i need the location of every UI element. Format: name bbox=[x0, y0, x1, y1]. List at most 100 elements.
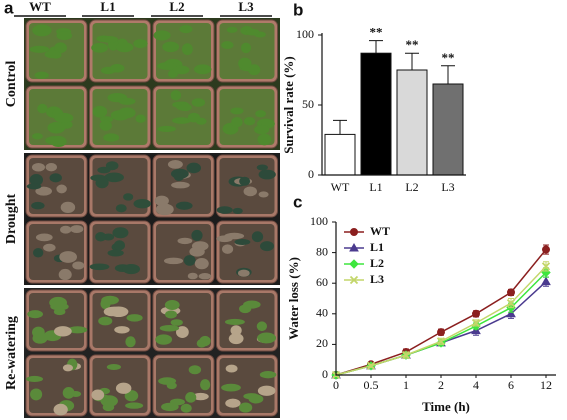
tick-label: 80 bbox=[316, 244, 328, 258]
legend-label: L3 bbox=[370, 272, 384, 286]
marker bbox=[542, 245, 550, 254]
x-tick-label: 0 bbox=[333, 378, 339, 392]
significance-label: ** bbox=[406, 37, 419, 52]
leaf bbox=[239, 176, 251, 186]
leaf bbox=[47, 121, 66, 134]
legend-label: L2 bbox=[370, 256, 384, 270]
tick-label: 0 bbox=[308, 167, 314, 181]
leaf bbox=[115, 204, 127, 213]
leaf bbox=[198, 273, 212, 280]
leaf bbox=[56, 184, 67, 194]
leaf bbox=[192, 392, 209, 401]
legend-label: WT bbox=[370, 224, 390, 238]
leaf bbox=[115, 382, 132, 394]
leaf bbox=[31, 201, 45, 210]
legend-label: L1 bbox=[370, 240, 384, 254]
leaf bbox=[216, 206, 233, 214]
bar bbox=[324, 133, 356, 176]
leaf bbox=[259, 371, 277, 379]
leaf bbox=[181, 43, 193, 56]
leaf bbox=[54, 42, 67, 54]
significance-label: ** bbox=[370, 25, 383, 40]
marker bbox=[541, 262, 551, 271]
leaf bbox=[154, 195, 169, 206]
leaf bbox=[49, 296, 68, 309]
leaf bbox=[155, 203, 174, 216]
leaf bbox=[240, 42, 252, 54]
leaf bbox=[257, 133, 272, 146]
panel-label: a bbox=[4, 0, 14, 17]
leaf bbox=[62, 386, 75, 399]
leaf bbox=[243, 186, 258, 197]
row-label: Re-watering bbox=[4, 316, 19, 390]
leaf bbox=[32, 24, 52, 37]
leaf bbox=[185, 392, 197, 403]
leaf bbox=[27, 310, 44, 319]
leaf bbox=[50, 136, 67, 148]
marker bbox=[437, 328, 445, 337]
leaf bbox=[222, 244, 234, 254]
leaf bbox=[159, 324, 180, 332]
leaf bbox=[251, 231, 264, 243]
leaf bbox=[99, 120, 112, 131]
leaf bbox=[221, 41, 234, 49]
leaf bbox=[243, 117, 256, 126]
leaf bbox=[179, 25, 193, 34]
leaf bbox=[95, 177, 109, 189]
leaf bbox=[259, 241, 275, 252]
leaf bbox=[258, 169, 276, 180]
error-bar bbox=[333, 119, 347, 135]
leaf bbox=[114, 326, 130, 334]
leaf bbox=[256, 321, 268, 332]
leaf bbox=[232, 207, 243, 215]
leaf bbox=[225, 364, 238, 373]
leaf bbox=[91, 389, 105, 401]
leaf bbox=[186, 162, 202, 174]
leaf bbox=[162, 41, 180, 53]
leaf bbox=[34, 71, 49, 80]
marker bbox=[436, 337, 446, 346]
leaf bbox=[175, 201, 193, 210]
x-tick-label: 6 bbox=[508, 378, 514, 392]
leaf bbox=[102, 403, 115, 412]
marker bbox=[472, 309, 480, 318]
leaf bbox=[238, 57, 252, 70]
marker bbox=[541, 276, 551, 286]
leaf bbox=[107, 249, 124, 257]
soil bbox=[29, 358, 84, 413]
leaf bbox=[37, 103, 48, 114]
leaf bbox=[115, 42, 134, 53]
leaf bbox=[89, 263, 110, 271]
leaf bbox=[257, 332, 277, 344]
column-label: L3 bbox=[238, 0, 254, 14]
leaf bbox=[191, 98, 206, 107]
leaf bbox=[188, 365, 202, 375]
leaf bbox=[92, 105, 108, 118]
leaf bbox=[32, 133, 43, 140]
leaf bbox=[176, 326, 189, 339]
leaf bbox=[97, 166, 111, 174]
leaf bbox=[196, 339, 207, 348]
leaf bbox=[170, 90, 182, 101]
leaf bbox=[224, 232, 245, 240]
leaf bbox=[30, 388, 43, 401]
leaf bbox=[29, 173, 44, 186]
panel-label: c bbox=[293, 192, 302, 211]
leaf bbox=[118, 97, 136, 105]
marker bbox=[401, 350, 411, 360]
leaf bbox=[237, 269, 250, 277]
soil bbox=[29, 158, 84, 214]
leaf bbox=[230, 107, 244, 115]
leaf bbox=[106, 306, 123, 314]
leaf bbox=[106, 363, 121, 371]
leaf bbox=[67, 326, 88, 334]
leaf bbox=[133, 39, 148, 49]
leaf bbox=[243, 300, 261, 309]
leaf bbox=[100, 35, 119, 43]
leaf bbox=[255, 110, 267, 118]
leaf bbox=[49, 173, 62, 183]
leaf bbox=[254, 125, 270, 135]
leaf bbox=[35, 186, 52, 196]
row-label: Drought bbox=[4, 194, 19, 245]
leaf bbox=[153, 30, 171, 41]
